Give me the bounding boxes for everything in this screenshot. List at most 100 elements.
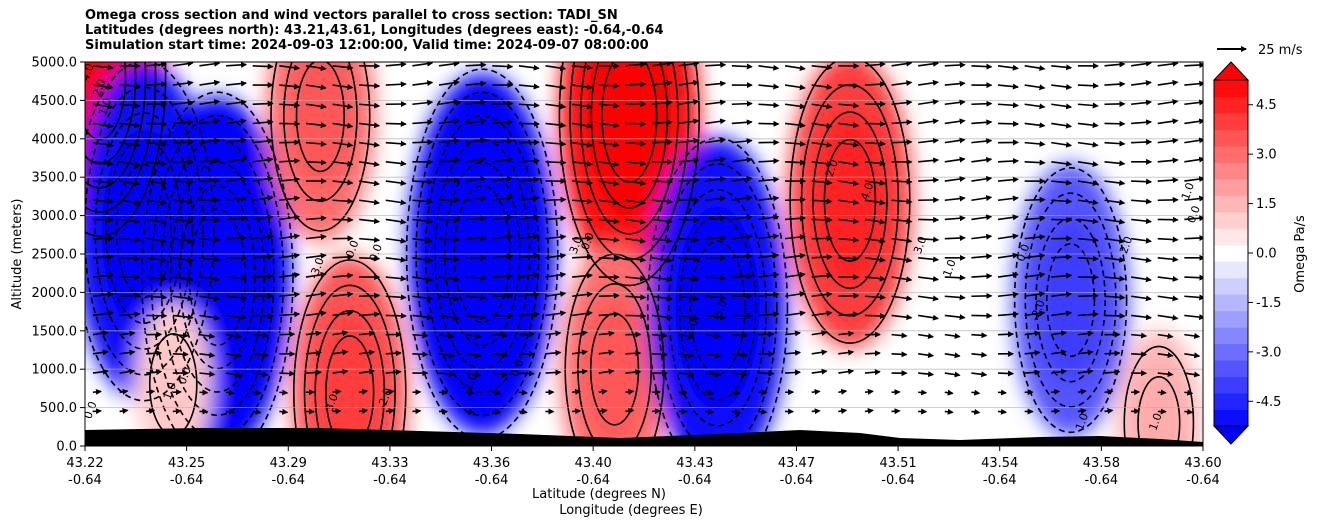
wind-vector — [598, 408, 608, 414]
colorbar-level — [1214, 228, 1248, 246]
wind-vector — [1131, 314, 1152, 321]
wind-vector — [838, 161, 860, 168]
colorbar-level — [1214, 145, 1248, 163]
wind-vector — [438, 295, 460, 302]
wind-vector — [332, 103, 354, 110]
wind-vector — [438, 275, 460, 282]
chart-title: Omega cross section and wind vectors par… — [85, 8, 664, 53]
wind-vector — [146, 237, 168, 244]
x-tick-label-lat: 43.33 — [371, 456, 408, 471]
wind-vector — [1184, 333, 1201, 339]
wind-vector — [119, 311, 141, 318]
wind-vector — [492, 214, 514, 221]
wind-vector — [1077, 82, 1099, 89]
colorbar-extend-max — [1212, 61, 1250, 81]
wind-vector — [305, 159, 327, 166]
wind-vector — [838, 122, 860, 129]
wind-vector — [1051, 408, 1061, 415]
wind-vector — [598, 311, 620, 318]
wind-vector — [412, 408, 422, 415]
wind-vector — [518, 291, 540, 298]
wind-vector — [359, 218, 381, 225]
wind-vector — [1077, 368, 1094, 375]
wind-vector — [252, 351, 269, 358]
wind-vector — [359, 255, 381, 262]
wind-vector — [252, 137, 274, 144]
wind-vector — [1157, 79, 1179, 86]
wind-vector — [1077, 122, 1099, 129]
wind-vector — [332, 310, 354, 317]
wind-vector — [199, 62, 221, 67]
wind-vector — [385, 256, 407, 263]
wind-vector — [758, 176, 780, 183]
wind-vector — [731, 371, 748, 378]
wind-vector — [92, 310, 114, 317]
wind-vector — [651, 332, 668, 339]
wind-vector — [944, 314, 966, 321]
wind-vector — [997, 408, 1007, 415]
omega-cell-core — [812, 111, 888, 290]
contour-negative — [646, 137, 789, 446]
wind-vector — [731, 233, 753, 240]
wind-vector — [252, 408, 262, 415]
wind-vector — [412, 139, 434, 146]
wind-vector — [1184, 62, 1203, 69]
wind-vector — [944, 195, 966, 202]
wind-vector — [1131, 257, 1152, 264]
wind-vector — [1024, 84, 1046, 91]
wind-vector — [1077, 161, 1099, 168]
wind-vector — [944, 215, 966, 222]
wind-vector — [651, 178, 673, 185]
wind-vector — [225, 156, 247, 163]
wind-vector — [572, 83, 593, 90]
wind-vector — [1184, 80, 1203, 87]
contour-negative — [141, 91, 294, 446]
wind-vector — [1104, 350, 1121, 357]
wind-vector — [1131, 237, 1152, 244]
wind-vector — [918, 99, 939, 106]
wind-vector — [545, 349, 562, 356]
wind-vector — [1131, 99, 1153, 106]
wind-vector — [997, 272, 1019, 279]
wind-vector — [785, 159, 807, 166]
wind-vector — [625, 408, 635, 414]
wind-vector — [172, 408, 182, 415]
wind-vector — [1131, 351, 1148, 358]
wind-vector — [758, 83, 780, 90]
colorbar-tick-label: 1.5 — [1256, 197, 1277, 212]
wind-vector — [811, 368, 828, 375]
contour-positive — [303, 284, 396, 446]
wind-vector — [226, 235, 248, 242]
wind-vector — [1184, 176, 1203, 182]
wind-vector — [758, 214, 780, 221]
wind-vector — [811, 141, 833, 148]
wind-vector — [705, 294, 727, 301]
contour-positive — [85, 62, 167, 237]
contour-label: 3.0 — [911, 235, 929, 256]
wind-vector — [332, 160, 354, 167]
wind-vector — [199, 118, 221, 125]
wind-vector — [705, 156, 726, 163]
wind-vector — [92, 198, 114, 205]
wind-vector — [305, 65, 327, 72]
wind-vector — [971, 233, 993, 240]
wind-vector — [359, 292, 381, 299]
wind-vector — [838, 199, 860, 206]
wind-vector — [492, 371, 509, 378]
wind-vector — [252, 273, 274, 280]
wind-vector — [598, 255, 620, 262]
contour-positive — [295, 62, 346, 173]
wind-vector — [119, 255, 141, 262]
contour-label: 4.0 — [78, 62, 96, 83]
wind-vector — [864, 218, 886, 225]
wind-vector — [971, 389, 981, 396]
wind-vector — [1184, 389, 1194, 396]
wind-vector — [1051, 388, 1061, 395]
wind-vector — [438, 352, 455, 359]
wind-vector — [838, 388, 848, 395]
x-tick-label-lon: -0.64 — [881, 473, 915, 488]
wind-vector — [172, 351, 189, 358]
wind-vector — [226, 62, 248, 68]
wind-vector — [545, 103, 567, 110]
wind-vector — [997, 158, 1020, 165]
